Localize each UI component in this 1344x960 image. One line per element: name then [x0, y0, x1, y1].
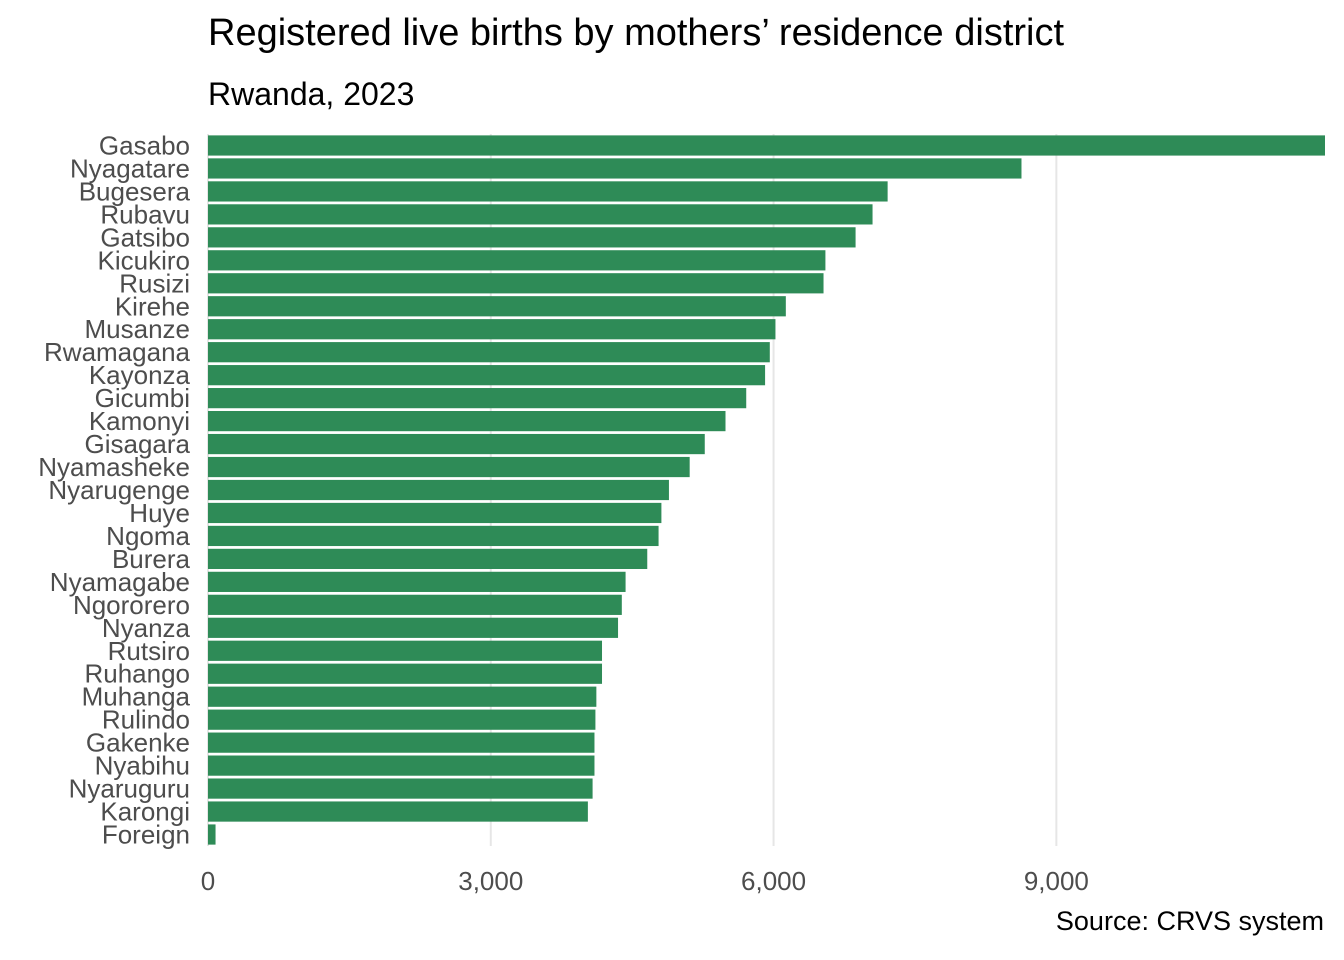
- chart-subtitle: Rwanda, 2023: [208, 76, 415, 112]
- source-caption: Source: CRVS system: [1055, 906, 1324, 936]
- category-label: Burera: [112, 544, 191, 574]
- category-label: Karongi: [100, 797, 190, 827]
- bar: [208, 502, 662, 524]
- category-label: Foreign: [102, 820, 190, 850]
- category-label: Gakenke: [86, 728, 190, 758]
- category-label: Nyanza: [102, 613, 191, 643]
- bar: [208, 594, 622, 615]
- category-label: Nyagatare: [70, 153, 190, 183]
- bars: [208, 135, 1325, 845]
- bar: [208, 525, 659, 547]
- bar: [208, 250, 826, 271]
- bar: [208, 410, 726, 432]
- bar: [208, 686, 597, 707]
- bar: [208, 365, 766, 386]
- category-label: Huye: [129, 498, 190, 528]
- x-tick-label: 3,000: [458, 866, 523, 896]
- category-label: Ngororero: [73, 590, 190, 620]
- category-label: Rubavu: [100, 199, 190, 229]
- bar: [208, 273, 824, 294]
- x-tick-label: 0: [201, 866, 215, 896]
- chart-title: Registered live births by mothers’ resid…: [208, 12, 1065, 54]
- bar: [208, 181, 888, 202]
- bar: [208, 135, 1325, 156]
- bar: [208, 204, 873, 225]
- bar: [208, 548, 648, 570]
- bar: [208, 342, 770, 363]
- category-label: Ruhango: [84, 659, 190, 689]
- category-label: Musanze: [85, 314, 191, 344]
- bar: [208, 158, 1022, 179]
- category-label: Kicukiro: [98, 245, 190, 275]
- category-label: Gatsibo: [100, 222, 190, 252]
- category-label: Gisagara: [85, 429, 191, 459]
- bar: [208, 732, 595, 753]
- bar: [208, 824, 216, 845]
- bar: [208, 640, 603, 661]
- bar: [208, 755, 595, 776]
- category-label: Gasabo: [99, 130, 190, 160]
- bar: [208, 319, 776, 340]
- bar: [208, 709, 596, 730]
- category-label: Nyamasheke: [38, 452, 190, 482]
- bar: [208, 571, 626, 592]
- bar: [208, 617, 619, 638]
- category-label: Nyarugenge: [48, 475, 190, 505]
- category-label: Rusizi: [119, 268, 190, 298]
- category-label: Nyabihu: [95, 751, 190, 781]
- category-label: Ngoma: [106, 521, 190, 551]
- category-label: Gicumbi: [95, 383, 190, 413]
- category-label: Kayonza: [89, 360, 191, 390]
- category-label: Kirehe: [115, 291, 190, 321]
- bar: [208, 778, 593, 799]
- bar: [208, 456, 690, 478]
- bar: [208, 227, 856, 248]
- category-label: Muhanga: [82, 682, 191, 712]
- category-label: Nyamagabe: [50, 567, 190, 597]
- x-tick-label: 6,000: [741, 866, 806, 896]
- bar: [208, 801, 588, 822]
- x-tick-label: 9,000: [1024, 866, 1089, 896]
- category-label: Nyaruguru: [69, 774, 190, 804]
- category-label: Rulindo: [102, 705, 190, 735]
- bar: [208, 663, 603, 684]
- category-label: Bugesera: [79, 176, 191, 206]
- category-label: Rwamagana: [44, 337, 191, 367]
- x-axis-tick-labels: 0 3,000 6,000 9,000: [201, 866, 1089, 896]
- bar: [208, 479, 669, 501]
- bar: [208, 433, 705, 455]
- category-label: Rutsiro: [108, 636, 190, 666]
- bar: [208, 388, 747, 409]
- category-labels: GasaboNyagatareBugeseraRubavuGatsiboKicu…: [38, 130, 190, 849]
- category-label: Kamonyi: [89, 406, 190, 436]
- bar: [208, 296, 786, 317]
